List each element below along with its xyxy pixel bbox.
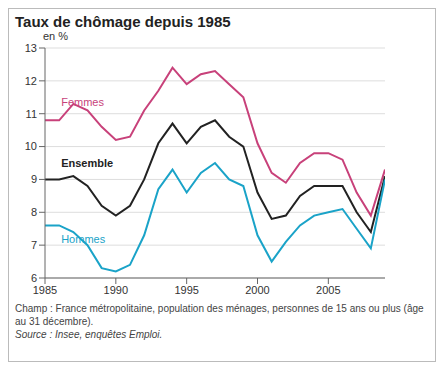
svg-text:11: 11 bbox=[26, 108, 37, 120]
html-text:Champ : France métropolitaine,: Champ : France métropolitaine, populatio… bbox=[15, 303, 424, 327]
svg-text:Hommes: Hommes bbox=[61, 233, 106, 245]
svg-text:1985: 1985 bbox=[33, 284, 57, 296]
svg-text:7: 7 bbox=[31, 239, 37, 251]
svg-text:8: 8 bbox=[31, 206, 37, 218]
svg-text:Femmes: Femmes bbox=[61, 96, 104, 108]
svg-text:1990: 1990 bbox=[104, 284, 128, 296]
svg-text:10: 10 bbox=[25, 140, 37, 152]
svg-text:1995: 1995 bbox=[174, 284, 198, 296]
svg-text:9: 9 bbox=[31, 173, 37, 185]
html-text:Taux de chômage depuis 1985: Taux de chômage depuis 1985 bbox=[15, 13, 231, 30]
svg-text:12: 12 bbox=[25, 75, 37, 87]
svg-text:6: 6 bbox=[31, 272, 37, 284]
html-text:Source : Insee, enquêtes Emplo: Source : Insee, enquêtes Emploi. bbox=[15, 329, 163, 340]
svg-text:13: 13 bbox=[25, 42, 37, 54]
svg-text:2000: 2000 bbox=[245, 284, 269, 296]
svg-text:2005: 2005 bbox=[316, 284, 340, 296]
svg-text:Ensemble: Ensemble bbox=[61, 157, 113, 169]
html-text:en %: en % bbox=[43, 30, 69, 42]
